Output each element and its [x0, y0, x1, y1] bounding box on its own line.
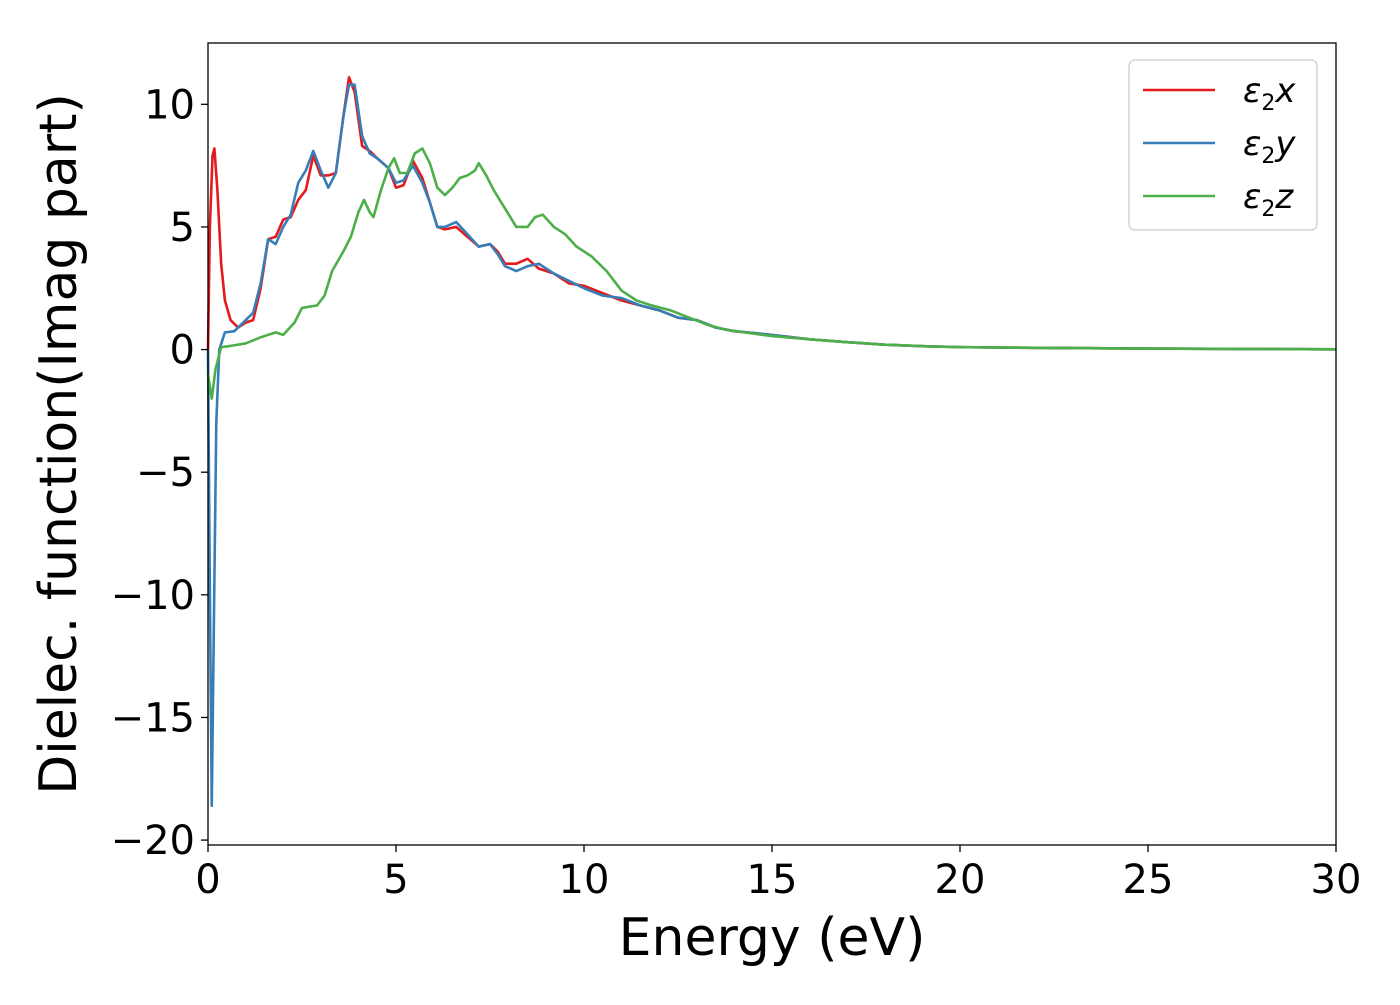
x-tick-label: 20: [935, 857, 986, 903]
y-tick-label: 0: [170, 328, 195, 374]
x-axis-ticks: 0 5 10 15 20 25 30: [195, 845, 1361, 903]
y-tick-label: −5: [136, 450, 195, 496]
y-tick-label: −20: [111, 818, 195, 864]
legend-label-x: ε2x: [1243, 71, 1296, 116]
legend-label-z: ε2z: [1243, 177, 1294, 222]
y-axis-ticks: −20 −15 −10 −5 0 5 10: [111, 82, 208, 864]
x-tick-label: 15: [747, 857, 798, 903]
legend-label-y: ε2y: [1243, 124, 1296, 169]
x-tick-label: 0: [195, 857, 220, 903]
legend-box: [1128, 59, 1318, 231]
x-tick-label: 30: [1311, 857, 1362, 903]
x-tick-label: 25: [1123, 857, 1174, 903]
series-line-z: [206, 147, 1337, 400]
y-tick-label: 10: [144, 82, 195, 128]
x-tick-label: 5: [383, 857, 408, 903]
y-tick-label: −10: [111, 573, 195, 619]
legend: ε2x ε2y ε2z: [1128, 59, 1318, 231]
x-tick-label: 10: [559, 857, 610, 903]
series-layer: [206, 76, 1337, 808]
x-axis-label: Energy (eV): [619, 908, 926, 968]
y-axis-label: Dielec. function(Imag part): [29, 93, 89, 795]
y-tick-label: −15: [111, 695, 195, 741]
y-tick-label: 5: [170, 205, 195, 251]
